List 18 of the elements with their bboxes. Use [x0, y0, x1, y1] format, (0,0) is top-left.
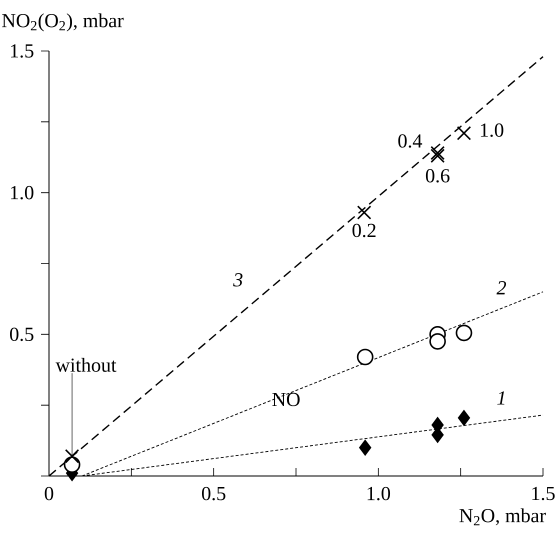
annotation: without: [56, 358, 116, 372]
y-tick-label: 0.5: [10, 328, 34, 342]
x-tick-label: 0.5: [202, 486, 226, 500]
series-label: 1: [497, 391, 504, 404]
annotation: 0.6: [426, 169, 450, 183]
y-tick-label: 1.5: [11, 44, 34, 58]
y-axis-title: NO$_{2}$(O$_{2}$), mbar: [2, 13, 124, 32]
x-tick-label: 0: [44, 486, 54, 500]
x-tick-label: 1.5: [532, 486, 555, 500]
annotation: NO: [272, 392, 300, 406]
series-label: 3: [233, 273, 242, 287]
y-tick-label: 1.0: [11, 186, 34, 200]
series-label: 2: [496, 281, 506, 294]
annotation: 1.0: [480, 123, 504, 137]
annotation: 0.2: [352, 224, 376, 238]
annotation: 0.4: [398, 134, 422, 148]
x-axis-title: N$_{2}$O, mbar: [459, 508, 546, 526]
x-tick-label: 1.0: [368, 486, 390, 500]
